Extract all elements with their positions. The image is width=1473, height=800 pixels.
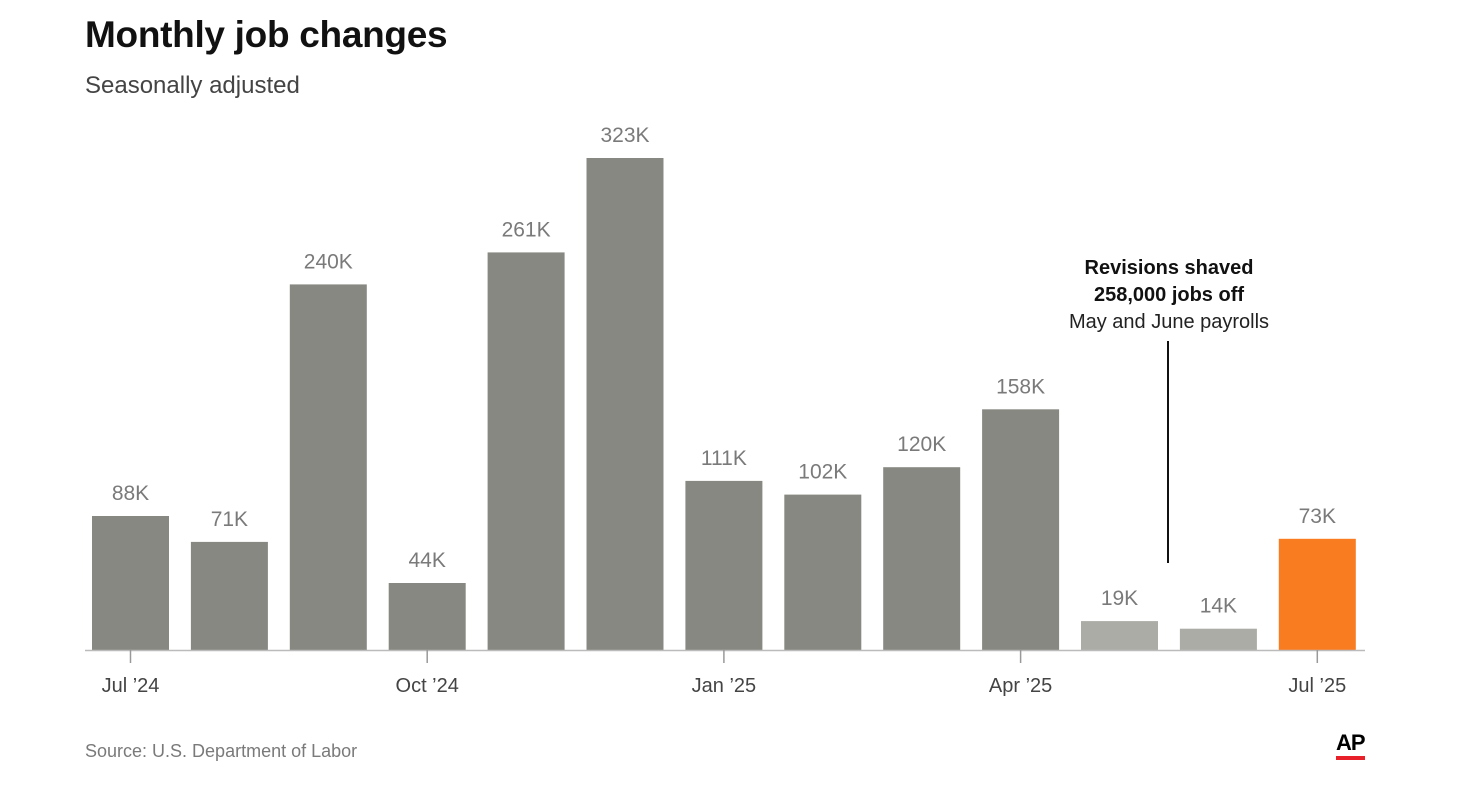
bar-12	[1278, 538, 1356, 650]
ap-logo: AP	[1336, 730, 1366, 755]
bar-value-label-4: 261K	[502, 218, 551, 241]
bar-6	[685, 480, 763, 650]
bar-4	[487, 252, 565, 650]
bar-value-label-0: 88K	[112, 482, 149, 505]
x-tick-label-4: Jul ’25	[1288, 675, 1346, 697]
bar-5	[586, 158, 664, 650]
source-note: Source: U.S. Department of Labor	[85, 741, 358, 761]
x-tick-label-0: Jul ’24	[102, 675, 160, 697]
annotation-line-2: 258,000 jobs off	[1094, 284, 1244, 306]
bar-value-label-1: 71K	[211, 508, 248, 531]
bar-9	[982, 409, 1060, 650]
bar-value-label-10: 19K	[1101, 587, 1138, 610]
x-tick-label-1: Oct ’24	[396, 675, 459, 697]
bar-value-label-11: 14K	[1200, 595, 1237, 618]
chart-title: Monthly job changes	[85, 14, 448, 55]
bar-value-label-5: 323K	[600, 124, 649, 147]
bar-11	[1179, 628, 1257, 650]
bar-3	[388, 583, 466, 650]
x-tick-label-2: Jan ’25	[692, 675, 757, 697]
chart-subtitle: Seasonally adjusted	[85, 72, 300, 99]
annotation-line-3: May and June payrolls	[1069, 311, 1269, 333]
bar-2	[289, 284, 367, 650]
bar-1	[190, 541, 268, 650]
bar-value-label-7: 102K	[798, 461, 847, 484]
bar-chart: 88K 71K 240K 44K 261K 323K 111K 102K 120K 158K 19K…	[85, 124, 1365, 697]
bar-value-label-6: 111K	[701, 447, 747, 470]
annotation-line-1: Revisions shaved	[1085, 257, 1254, 279]
bar-0	[92, 516, 169, 650]
bar-value-label-12: 73K	[1299, 505, 1336, 528]
bar-10	[1081, 621, 1158, 650]
annotation-group: Revisions shaved 258,000 jobs off May an…	[1069, 257, 1269, 563]
bar-7	[784, 494, 862, 650]
value-labels-group: 88K 71K 240K 44K 261K 323K 111K 102K 120K 158K 19K…	[112, 124, 1336, 618]
x-tick-label-3: Apr ’25	[989, 675, 1052, 697]
bars-group	[92, 158, 1356, 650]
bar-8	[883, 467, 961, 650]
bar-value-label-8: 120K	[897, 433, 946, 456]
bar-value-label-2: 240K	[304, 250, 353, 273]
bar-value-label-9: 158K	[996, 375, 1045, 398]
x-ticks-group: Jul ’24 Oct ’24 Jan ’25 Apr ’25 Jul ’25	[102, 650, 1346, 697]
ap-logo-accent	[1336, 756, 1365, 760]
bar-value-label-3: 44K	[409, 549, 446, 572]
